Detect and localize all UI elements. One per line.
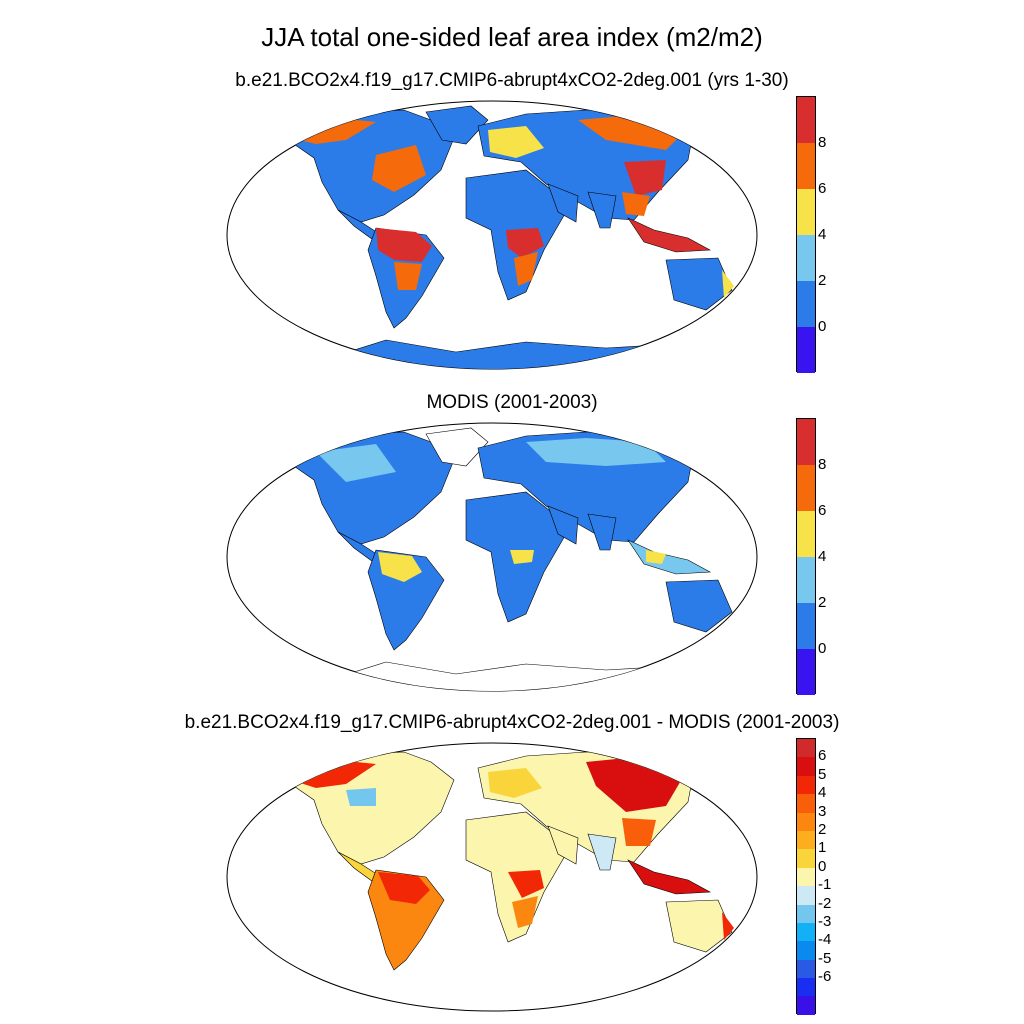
swatch-13 [797,959,815,979]
landmass-maritime-asia [627,859,712,895]
tick-label: 4 [818,548,827,565]
patch-africa-south [512,896,538,928]
swatch-4 [797,557,815,603]
tick-label: 4 [818,784,827,802]
swatch-4 [797,235,815,281]
map-difference [226,742,758,1012]
patch-north-america-north [291,118,376,144]
tick-label: 0 [818,640,827,657]
colorbar-difference [796,738,816,1015]
patch-congo [508,870,544,898]
swatch-15 [797,996,815,1015]
swatch-1 [797,97,815,143]
landmass-india [587,191,617,229]
patch-boreal [526,438,666,466]
tick-label: 2 [818,272,827,289]
map-modis [226,422,758,692]
patch-congo [510,550,534,564]
patch-china [622,818,656,846]
swatch-1 [797,419,815,465]
tick-label: 0 [818,318,827,335]
swatch-8 [797,867,815,887]
tick-label: -5 [818,949,832,967]
swatch-2 [797,143,815,189]
swatch-2 [797,757,815,776]
swatch-5 [797,281,815,327]
tick-label: 3 [818,802,827,820]
swatch-12 [797,941,815,960]
tick-label: -3 [818,913,832,930]
tick-label: -1 [818,876,832,894]
swatch-5 [797,812,815,831]
main-title: JJA total one-sided leaf area index (m2/… [261,22,763,52]
landmass-arabia [547,183,579,223]
tick-label: 4 [818,226,827,243]
map-model [226,100,758,370]
patch-canada [316,444,396,482]
swatch-10 [797,904,815,923]
colorbar-model [796,96,816,373]
swatch-3 [797,511,815,557]
patch-australia-east [722,912,734,940]
patch-north-america [291,760,376,788]
patch-brazil-south [394,262,422,290]
panel-3-title: b.e21.BCO2x4.f19_g17.CMIP6-abrupt4xCO2-2… [184,712,840,733]
landmass-india [587,833,617,871]
patch-africa-south [514,252,538,286]
swatch-11 [797,922,815,942]
patch-hudson [346,788,376,806]
patch-congo [506,228,544,258]
patch-australia-east [722,270,734,298]
swatch-7 [797,849,815,868]
tick-label: 0 [818,857,827,875]
panel-2-title: MODIS (2001-2003) [426,392,598,413]
patch-amazon [378,872,430,904]
patch-amazon [376,228,432,262]
colorbar-modis [796,418,816,695]
landmass-australia [665,899,733,953]
landmass-antarctica [315,661,717,691]
patch-europe [488,126,544,158]
swatch-1 [797,739,815,758]
tick-label: 5 [818,765,827,783]
landmass-arabia [547,825,579,865]
patch-east-asia [624,160,666,196]
swatch-14 [797,978,815,997]
swatch-6 [797,327,815,373]
patch-canada-east [372,145,426,192]
landmass-greenland [425,105,489,145]
panel-1-title: b.e21.BCO2x4.f19_g17.CMIP6-abrupt4xCO2-2… [235,70,789,91]
tick-label: 6 [818,180,827,197]
patch-southeast-asia [646,550,666,564]
tick-label: 8 [818,134,827,151]
swatch-6 [797,830,815,850]
landmass-antarctica [315,339,717,369]
landmass-arabia [547,505,579,545]
swatch-5 [797,603,815,649]
tick-label: 8 [818,456,827,473]
landmass-maritime-asia [627,217,712,253]
tick-label: -6 [818,968,832,986]
tick-label: 6 [818,502,827,519]
tick-label: -2 [818,894,832,912]
landmass-greenland [425,427,489,467]
patch-china-south [622,192,650,216]
landmass-australia [665,579,733,633]
swatch-6 [797,649,815,695]
swatch-2 [797,465,815,511]
swatch-9 [797,886,815,905]
patch-europe [488,768,542,798]
tick-label: 2 [818,821,827,838]
landmass-australia [665,257,733,311]
patch-amazon [378,552,422,582]
swatch-3 [797,189,815,235]
swatch-3 [797,775,815,795]
swatch-4 [797,794,815,813]
landmass-india [587,513,617,551]
tick-label: 6 [818,747,827,765]
tick-label: 2 [818,594,827,611]
tick-label: -4 [818,931,832,949]
tick-label: 1 [818,839,827,857]
